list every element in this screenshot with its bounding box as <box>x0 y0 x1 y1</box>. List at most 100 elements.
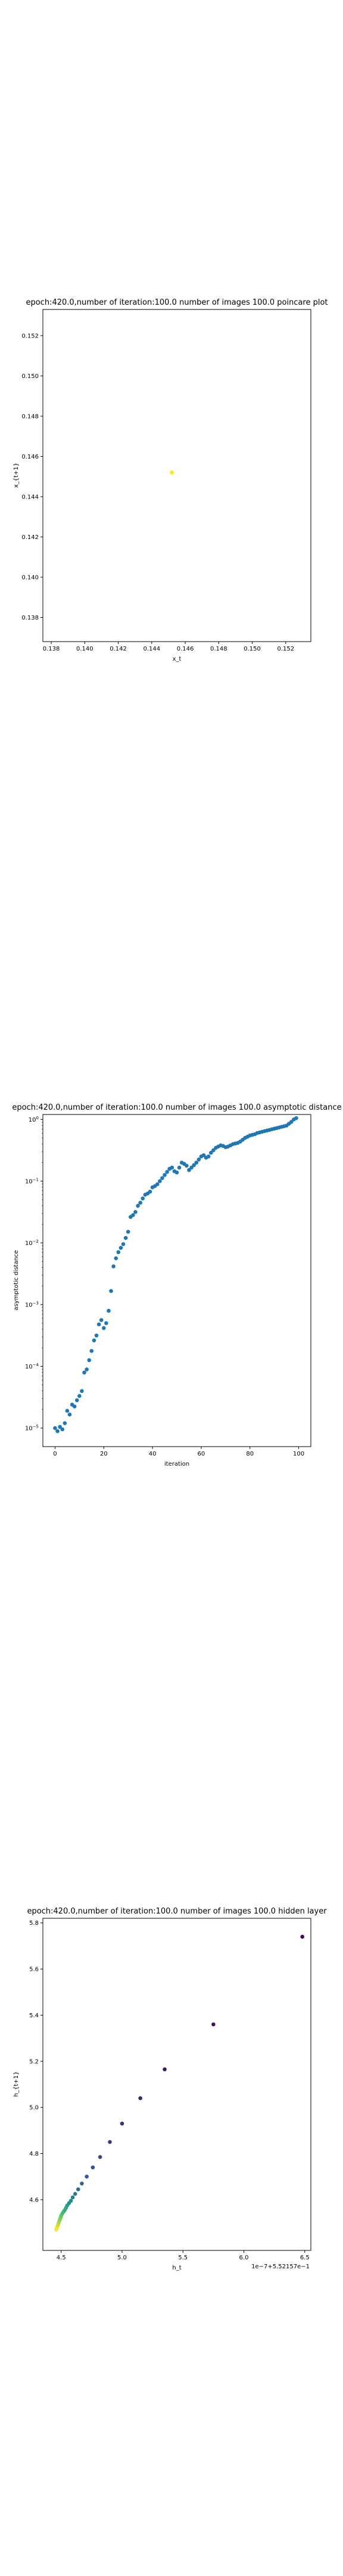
x-tick-label: 20 <box>100 1451 108 1457</box>
plot-area <box>42 1918 311 2251</box>
y-tick-label: 10−5 <box>25 1424 39 1432</box>
y-tick-label: 0.142 <box>21 534 39 541</box>
data-point <box>53 1426 57 1431</box>
data-point <box>70 2195 75 2200</box>
data-point <box>101 1326 106 1330</box>
y-tick-label: 10−1 <box>25 1177 39 1185</box>
y-tick-label: 0.148 <box>21 413 39 420</box>
data-point <box>141 1196 145 1201</box>
data-point <box>54 2227 58 2232</box>
chart-title: epoch:420.0,number of iteration:100.0 nu… <box>26 298 328 307</box>
data-point <box>63 1421 67 1425</box>
data-point <box>72 1404 77 1409</box>
y-tick-label: 5.8 <box>29 1920 39 1927</box>
data-point <box>94 1333 99 1337</box>
data-point <box>60 1427 65 1432</box>
x-tick-label: 0.148 <box>210 646 227 652</box>
y-tick-label: 5.4 <box>29 2012 39 2019</box>
data-point <box>87 1358 92 1363</box>
data-point <box>77 1394 82 1398</box>
x-tick-label: 0.138 <box>43 646 60 652</box>
plot-area <box>42 309 311 642</box>
data-point <box>96 1322 101 1327</box>
chart-title: epoch:420.0,number of iteration:100.0 nu… <box>27 1907 327 1916</box>
y-tick-label: 0.152 <box>21 333 39 339</box>
data-point <box>65 1408 70 1413</box>
data-point <box>208 1150 213 1155</box>
data-point <box>111 1264 116 1268</box>
data-point <box>177 1165 182 1170</box>
data-point <box>211 1148 216 1153</box>
y-tick-label: 5.2 <box>29 2058 39 2065</box>
data-point <box>133 1210 138 1214</box>
data-point <box>104 1321 108 1326</box>
data-point <box>194 1160 199 1165</box>
x-axis-label: x_t <box>173 656 182 662</box>
data-point <box>189 1165 194 1170</box>
data-point <box>92 1338 96 1343</box>
data-point <box>91 2165 95 2170</box>
x-tick-label: 0 <box>53 1451 57 1457</box>
x-tick-label: 0.142 <box>110 646 127 652</box>
data-point <box>155 1182 160 1187</box>
y-tick-label: 0.146 <box>21 454 39 460</box>
data-point <box>165 1169 169 1174</box>
data-point <box>98 2155 102 2159</box>
data-point <box>158 1179 162 1184</box>
y-tick-label: 0.140 <box>21 574 39 581</box>
x-tick-label: 0.140 <box>76 646 93 652</box>
chart-title: epoch:420.0,number of iteration:100.0 nu… <box>12 1103 341 1112</box>
data-point <box>89 1349 94 1353</box>
data-point <box>73 2191 77 2196</box>
data-point <box>121 1242 126 1246</box>
y-tick-label: 10−3 <box>25 1301 39 1308</box>
data-point <box>126 1230 130 1234</box>
data-point <box>82 1370 86 1375</box>
data-point <box>85 2174 89 2179</box>
data-point <box>170 1165 174 1170</box>
y-tick-label: 4.6 <box>29 2197 39 2203</box>
y-tick-label: 10−2 <box>25 1239 39 1247</box>
data-point <box>108 2140 112 2144</box>
x-tick-label: 5.5 <box>178 2255 188 2261</box>
data-point <box>120 2121 124 2126</box>
data-point <box>116 1250 121 1255</box>
y-tick-label: 0.144 <box>21 494 39 500</box>
data-point <box>300 1934 304 1939</box>
x-tick-label: 6.0 <box>239 2255 249 2261</box>
y-tick-label: 5.6 <box>29 1967 39 1973</box>
plot-area <box>42 1114 311 1447</box>
data-point <box>114 1256 119 1261</box>
data-point <box>67 1412 72 1417</box>
x-tick-label: 4.5 <box>57 2255 66 2261</box>
data-point <box>148 1190 152 1194</box>
data-point <box>99 1318 104 1323</box>
poincare-plot: epoch:420.0,number of iteration:100.0 nu… <box>13 298 328 662</box>
data-point <box>170 470 174 475</box>
asymptotic-distance-plot: epoch:420.0,number of iteration:100.0 nu… <box>12 1103 341 1467</box>
y-axis-label: h_{t+1} <box>13 2072 20 2097</box>
data-point <box>55 1429 60 1433</box>
data-point <box>206 1154 211 1159</box>
y-tick-label: 10−4 <box>25 1363 39 1370</box>
data-point <box>138 1200 142 1205</box>
data-point <box>294 1116 298 1120</box>
data-point <box>85 1367 89 1371</box>
y-tick-label: 0.150 <box>21 373 39 380</box>
data-point <box>131 1213 135 1218</box>
x-axis-label: iteration <box>164 1461 189 1467</box>
data-point <box>74 1398 79 1402</box>
data-point <box>107 1308 111 1313</box>
x-tick-label: 5.0 <box>117 2255 127 2261</box>
data-point <box>136 1203 140 1208</box>
x-tick-label: 0.144 <box>143 646 160 652</box>
data-point <box>174 1171 179 1175</box>
data-point <box>185 1163 189 1168</box>
y-tick-label: 4.8 <box>29 2151 39 2157</box>
data-point <box>163 2067 167 2072</box>
offset-text: 1e−7+5.52157e−1 <box>251 2264 310 2270</box>
data-point <box>192 1163 196 1168</box>
hidden-layer-plot: epoch:420.0,number of iteration:100.0 nu… <box>13 1907 327 2271</box>
data-point <box>160 1176 164 1180</box>
